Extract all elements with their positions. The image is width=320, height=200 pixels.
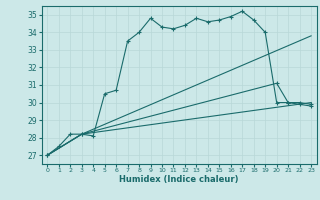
X-axis label: Humidex (Indice chaleur): Humidex (Indice chaleur) bbox=[119, 175, 239, 184]
